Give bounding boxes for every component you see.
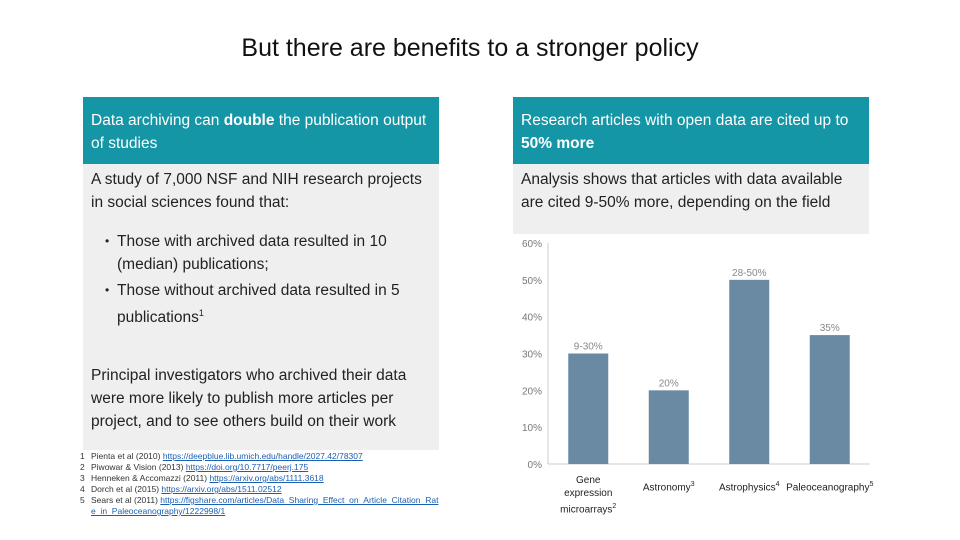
left-bullet-list: • Those with archived data resulted in 10… xyxy=(91,230,431,329)
y-tick-label: 50% xyxy=(522,276,542,287)
y-tick-label: 30% xyxy=(522,350,542,361)
left-header-pre: Data archiving can xyxy=(91,112,224,129)
left-header-bold: double xyxy=(223,112,275,129)
right-header-box: Research articles with open data are cit… xyxy=(513,97,869,164)
y-tick-label: 40% xyxy=(522,313,542,324)
bar xyxy=(568,353,609,464)
bullet-item: • Those without archived data resulted in… xyxy=(91,279,431,329)
reference-item: 4 Dorch et al (2015) https://arxiv.org/ab… xyxy=(80,484,440,495)
bars xyxy=(568,279,850,464)
right-body-box: Analysis shows that articles with data a… xyxy=(513,164,869,234)
y-tick-label: 10% xyxy=(522,423,542,434)
reference-item: 3 Henneken & Accomazzi (2011) https://arx… xyxy=(80,473,440,484)
reference-item: 1 Pienta et al (2010) https://deepblue.li… xyxy=(80,451,440,462)
bar xyxy=(648,390,689,464)
reference-text: Pienta et al (2010) xyxy=(91,451,163,461)
reference-number: 3 xyxy=(80,473,85,483)
bar-data-label: 35% xyxy=(820,323,840,334)
reference-text: Henneken & Accomazzi (2011) xyxy=(91,473,210,483)
bullet-text: Those without archived data resulted in … xyxy=(117,282,400,327)
x-tick-label: Paleoceanography5 xyxy=(786,481,874,494)
x-tick-label: Astrophysics4 xyxy=(718,481,780,494)
bar-data-label: 28-50% xyxy=(732,268,767,279)
right-header-pre: Research articles with open data are cit… xyxy=(521,112,849,129)
page-title: But there are benefits to a stronger pol… xyxy=(241,34,699,62)
left-header-box: Data archiving can double the publicatio… xyxy=(83,97,439,164)
y-tick-label: 0% xyxy=(528,460,543,471)
reference-text: Sears et al (2011) xyxy=(91,495,161,505)
reference-item: 5 Sears et al (2011) https://figshare.com… xyxy=(80,495,440,517)
reference-number: 4 xyxy=(80,484,85,494)
left-header-post: the publication output of studies xyxy=(91,112,427,152)
bullet-footnote: 1 xyxy=(198,308,204,318)
bullet-icon: • xyxy=(105,234,110,248)
right-body-text: Analysis shows that articles with data a… xyxy=(521,171,843,211)
y-tick-label: 60% xyxy=(522,239,542,250)
reference-text: Dorch et al (2015) xyxy=(91,484,162,494)
bar xyxy=(729,279,770,464)
reference-link[interactable]: https://doi.org/10.7717/peerj.175 xyxy=(185,462,309,472)
left-paragraph: Principal investigators who archived the… xyxy=(91,367,407,430)
bullet-item: • Those with archived data resulted in 10… xyxy=(91,230,431,276)
reference-link[interactable]: https://arxiv.org/abs/1511.02512 xyxy=(161,484,282,494)
bullet-text: Those with archived data resulted in 10 … xyxy=(117,233,387,273)
reference-text: Piwowar & Vision (2013) xyxy=(91,462,186,472)
bar-data-label: 9-30% xyxy=(574,342,603,353)
references-list: 1 Pienta et al (2010) https://deepblue.li… xyxy=(80,451,440,517)
x-tick-label: Gene expression microarrays2 xyxy=(560,475,617,516)
reference-number: 5 xyxy=(80,495,85,505)
reference-item: 2 Piwowar & Vision (2013) https://doi.org… xyxy=(80,462,440,473)
reference-number: 2 xyxy=(80,462,85,472)
reference-link[interactable]: https://arxiv.org/abs/1111.3618 xyxy=(209,473,324,483)
reference-number: 1 xyxy=(80,451,85,461)
left-body-box: A study of 7,000 NSF and NIH research pr… xyxy=(83,164,439,450)
x-tick-label: Astronomy3 xyxy=(642,481,695,494)
reference-link[interactable]: https://figshare.com/articles/Data_Shari… xyxy=(91,495,439,516)
y-axis-ticks: 0% 10% 20% 30% 40% 50% 60% xyxy=(522,239,542,471)
bar-data-label: 20% xyxy=(659,378,679,389)
y-tick-label: 20% xyxy=(522,386,542,397)
left-intro: A study of 7,000 NSF and NIH research pr… xyxy=(91,171,422,211)
bullet-icon: • xyxy=(105,283,110,297)
bar xyxy=(809,335,850,464)
reference-link[interactable]: https://deepblue.lib.umich.edu/handle/20… xyxy=(162,451,363,461)
right-header-bold: 50% more xyxy=(521,135,595,152)
data-labels: 9-30% 20% 28-50% 35% xyxy=(574,268,840,390)
